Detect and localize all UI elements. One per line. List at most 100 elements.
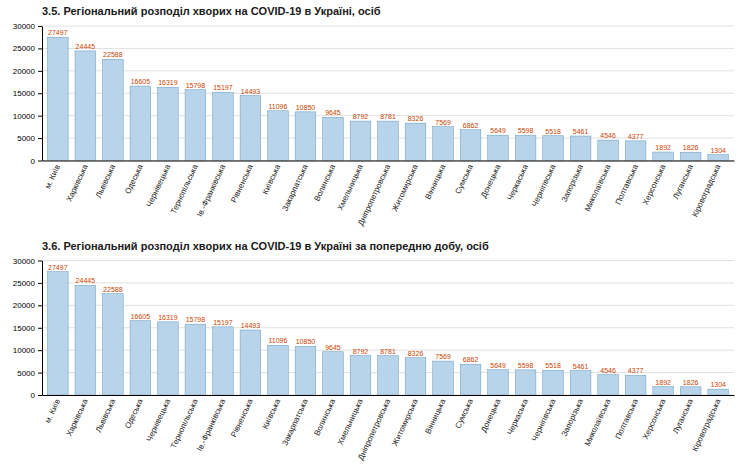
grid [42, 261, 734, 396]
data-label: 11096 [268, 337, 287, 344]
chart-title: 3.5. Регіональний розподіл хворих на COV… [42, 5, 381, 17]
x-tick-label: Чернівецька [145, 163, 173, 209]
bar [543, 136, 564, 161]
y-axis-line [42, 27, 43, 162]
data-label: 1892 [655, 379, 671, 386]
x-tick: Хмельницька [336, 397, 365, 446]
x-tick: Луганська [671, 163, 695, 201]
x-axis-line [43, 161, 735, 162]
x-tick: Донецька [479, 163, 502, 200]
y-tick-label: 30000 [13, 22, 36, 31]
x-tick: Житомирська [390, 163, 420, 213]
y-tick-label: 0 [31, 391, 36, 400]
y-axis: 050001000015000200002500030000 [13, 22, 43, 166]
bar [213, 92, 234, 160]
x-tick-label: Миколаївська [583, 397, 613, 447]
bar [130, 86, 151, 160]
data-label: 10850 [296, 104, 316, 111]
x-tick-label: Херсонська [641, 163, 668, 207]
data-label: 4546 [600, 367, 616, 374]
x-tick-label: Херсонська [641, 397, 668, 441]
x-tick: Полтавська [614, 163, 641, 206]
x-tick-label: Тернопільська [169, 397, 200, 450]
bar [433, 127, 454, 161]
x-tick-label: Одеська [123, 397, 145, 430]
data-label: 8781 [380, 113, 396, 120]
data-label: 11096 [268, 103, 287, 110]
y-tick-label: 0 [31, 157, 36, 166]
x-tick: Кіровоградська [690, 163, 722, 219]
data-label: 1826 [683, 144, 699, 151]
x-tick: Закарпатська [280, 163, 310, 213]
x-tick-label: Донецька [479, 397, 502, 434]
y-tick-mark [38, 48, 42, 49]
y-tick-label: 15000 [13, 89, 36, 98]
y-tick: 10000 [13, 112, 42, 121]
y-tick: 20000 [13, 67, 42, 76]
y-tick: 15000 [13, 89, 42, 98]
bar [378, 121, 399, 160]
x-tick: Луганська [671, 397, 695, 435]
x-tick-label: Сумська [453, 163, 475, 196]
data-label: 1892 [655, 144, 671, 151]
x-tick-label: Донецька [479, 163, 502, 200]
x-tick-label: Харківська [65, 397, 90, 438]
x-tick: Вінницька [423, 163, 447, 201]
bar [708, 389, 729, 395]
bar [48, 37, 69, 160]
x-tick-label: Черкаська [505, 397, 530, 436]
x-axis: м. КиївХарківськаЛьвівськаОдеськаЧерніве… [43, 396, 735, 462]
data-label: 14493 [241, 88, 261, 95]
data-label: 6862 [463, 122, 479, 129]
bar [515, 135, 536, 160]
x-tick-label: Дніпропетровська [356, 163, 392, 227]
data-label: 5461 [573, 363, 589, 370]
x-tick: Чернігівська [530, 397, 558, 443]
bar [460, 130, 481, 161]
x-tick-label: Закарпатська [280, 163, 310, 213]
bar [625, 375, 646, 395]
y-tick-mark [38, 116, 42, 117]
y-tick-mark [38, 161, 42, 162]
data-label: 5598 [518, 362, 534, 369]
x-tick: Волинська [312, 163, 337, 203]
bar [625, 141, 646, 161]
x-tick-label: Житомирська [390, 163, 420, 213]
bar [405, 123, 426, 160]
x-tick: Одеська [123, 397, 145, 430]
bar [460, 364, 481, 395]
x-tick-label: Закарпатська [280, 397, 310, 447]
x-tick: Київська [261, 163, 283, 196]
y-tick: 15000 [13, 324, 42, 333]
data-label: 5518 [545, 128, 561, 135]
x-tick-label: Чернівецька [145, 397, 173, 443]
x-tick: Харківська [65, 163, 90, 204]
chart-panel: 2749724445225881660516319157981519714493… [13, 5, 735, 227]
x-tick: Черкаська [505, 163, 530, 202]
x-tick: Дніпропетровська [356, 163, 392, 227]
x-tick: Запорізька [560, 397, 585, 438]
data-label: 10850 [296, 338, 316, 345]
data-label: 7569 [435, 119, 451, 126]
bar [543, 370, 564, 395]
data-label: 4546 [600, 132, 616, 139]
y-tick: 0 [31, 391, 42, 400]
x-tick: м. Київ [43, 163, 62, 190]
bar [653, 152, 674, 160]
x-tick-label: Харківська [65, 163, 90, 204]
data-label: 1826 [683, 379, 699, 386]
x-tick-label: Хмельницька [336, 397, 365, 446]
y-axis-line [42, 261, 43, 396]
y-tick: 30000 [13, 22, 42, 31]
x-tick: Закарпатська [280, 397, 310, 447]
data-label: 15798 [186, 316, 206, 323]
data-label: 8792 [353, 348, 369, 355]
y-tick-mark [38, 26, 42, 27]
y-tick-mark [38, 93, 42, 94]
x-tick: Житомирська [390, 397, 420, 447]
y-tick-label: 5000 [17, 134, 35, 143]
y-tick: 10000 [13, 346, 42, 355]
bar [680, 387, 701, 395]
data-label: 27497 [48, 29, 68, 36]
data-label: 8781 [380, 348, 396, 355]
